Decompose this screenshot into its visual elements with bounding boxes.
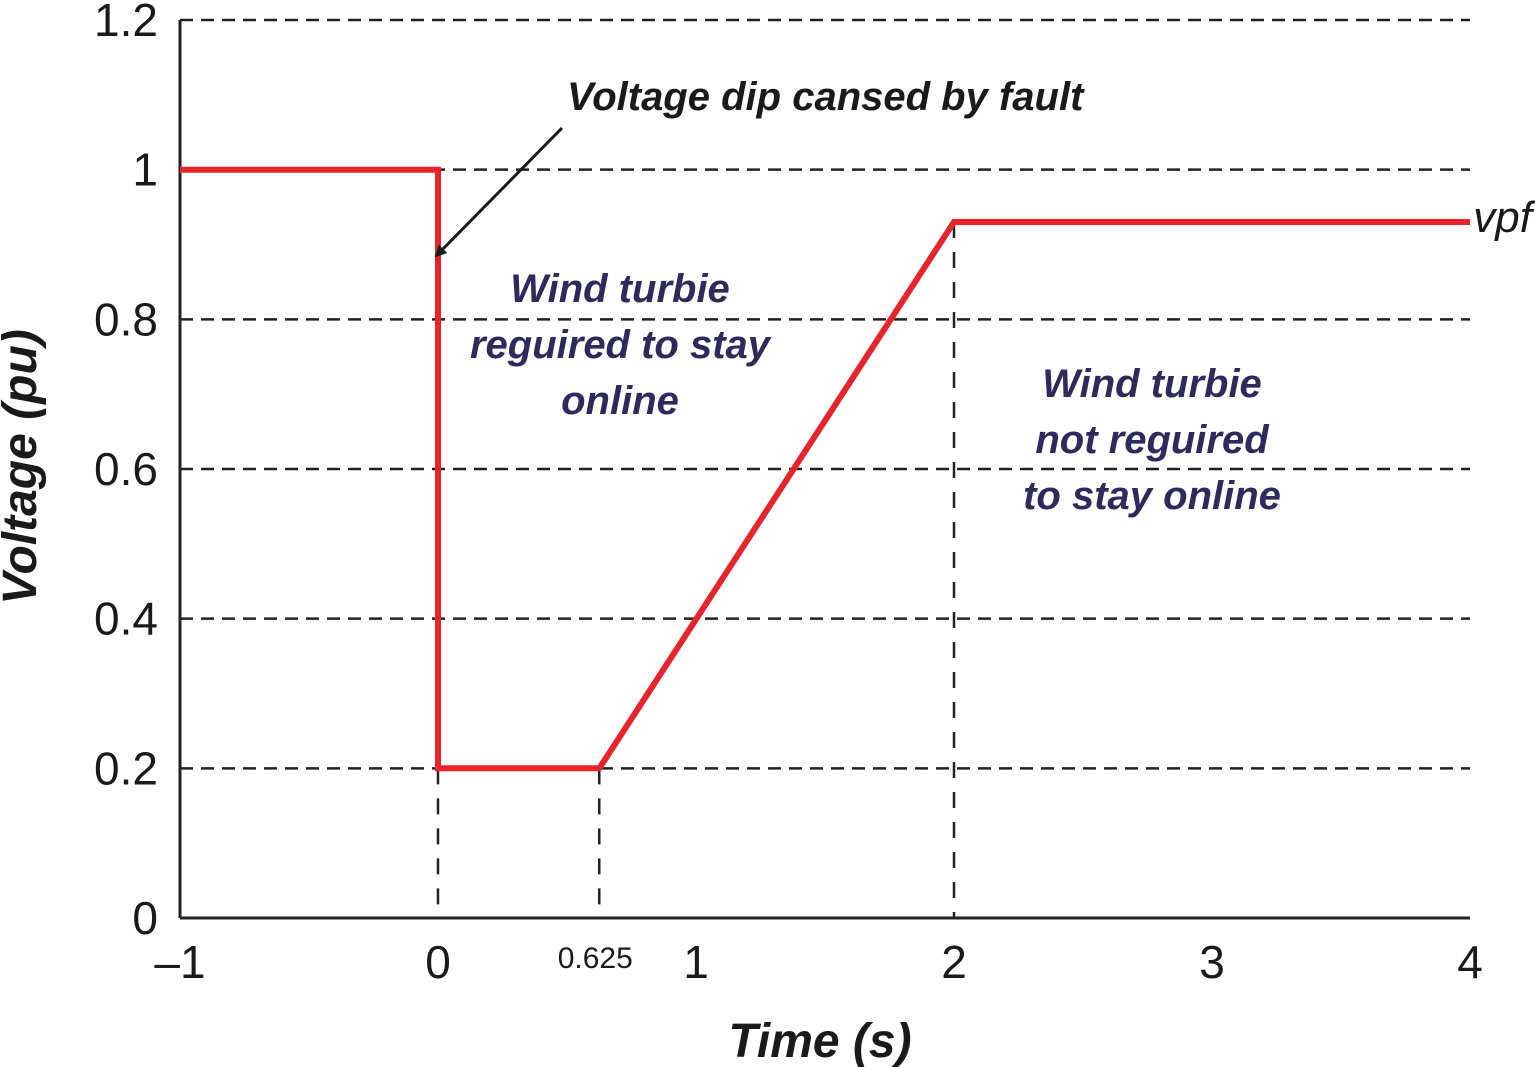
not-required-label-line-3: to stay online (1023, 474, 1281, 518)
x-tick-label-1: 1 (683, 936, 709, 988)
y-tick-label-1.2: 1.2 (94, 0, 158, 46)
y-tick-label-0: 0 (132, 892, 158, 944)
x-tick-label-3: 3 (1199, 936, 1225, 988)
y-tick-label-0.8: 0.8 (94, 293, 158, 345)
x-tick-label-0: 0 (425, 936, 451, 988)
not-required-label-line-1: Wind turbie (1042, 362, 1262, 406)
not-required-label-line-2: not reguired (1035, 418, 1270, 462)
y-tick-label-0.4: 0.4 (94, 593, 158, 645)
y-tick-label-0.6: 0.6 (94, 443, 158, 495)
tick-labels: 00.20.40.60.811.2–1 0 0.625 1 2 3 4 (94, 0, 1483, 988)
y-tick-label-0.2: 0.2 (94, 742, 158, 794)
stay-online-label-line-1: Wind turbie (510, 267, 730, 311)
stay-online-label-line-2: reguired to stay (470, 323, 772, 367)
reference-lines (436, 222, 956, 918)
y-axis-title: Voltage (pu) (0, 329, 47, 605)
grid-lines (180, 18, 1470, 770)
x-tick-label-4: 4 (1457, 936, 1483, 988)
x-axis-title: Time (s) (728, 1015, 911, 1067)
x-tick-label-0.625: 0.625 (558, 942, 633, 975)
fault-arrow (434, 126, 564, 258)
series-label-vpf: vpf (1473, 193, 1535, 242)
x-tick-label-2: 2 (941, 936, 967, 988)
stay-online-label-line-3: online (561, 379, 679, 423)
y-tick-label-1: 1 (132, 144, 158, 196)
x-tick-label-–1: –1 (154, 936, 205, 988)
series-line-0 (180, 166, 1470, 772)
fault-annotation: Voltage dip cansed by fault (567, 75, 1085, 119)
series-lines (180, 166, 1470, 772)
